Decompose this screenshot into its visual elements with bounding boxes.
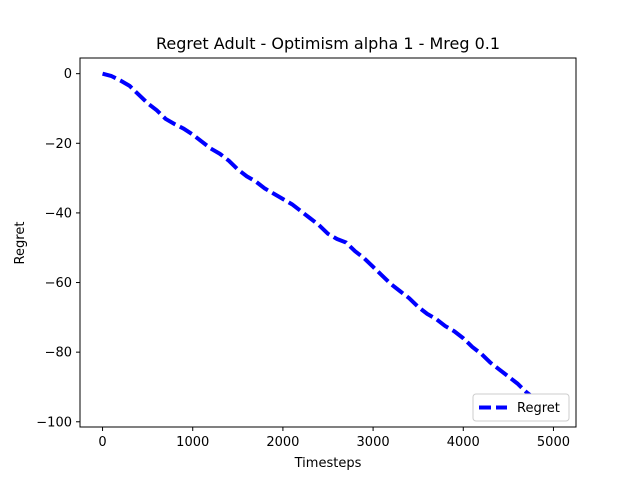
x-axis-ticks: 0 1000 2000 3000 4000 5000	[98, 427, 570, 450]
legend-box	[472, 393, 570, 422]
chart-title: Regret Adult - Optimism alpha 1 - Mreg 0…	[156, 34, 500, 53]
x-tick-label: 1000	[176, 435, 209, 450]
y-tick-label: 0	[64, 67, 72, 82]
x-tick-label: 0	[98, 435, 106, 450]
y-tick-label: −60	[45, 276, 72, 291]
y-tick-label: −100	[36, 415, 72, 430]
y-axis-label: Regret	[13, 222, 28, 265]
series-layer	[102, 71, 555, 417]
x-tick-label: 4000	[447, 435, 480, 450]
x-axis-label: Timesteps	[294, 456, 362, 471]
series-line-regret	[102, 71, 555, 417]
x-tick-label: 3000	[357, 435, 390, 450]
y-axis-ticks: 0 −20 −40 −60 −80 −100	[36, 67, 80, 430]
plot-frame	[79, 57, 577, 428]
x-tick-label: 5000	[537, 435, 570, 450]
legend-label-regret: Regret	[517, 401, 560, 416]
legend: Regret	[472, 393, 570, 422]
plot-area	[79, 57, 577, 428]
y-tick-label: −20	[45, 137, 72, 152]
y-tick-label: −40	[45, 206, 72, 221]
x-tick-label: 2000	[266, 435, 299, 450]
y-tick-label: −80	[45, 346, 72, 361]
